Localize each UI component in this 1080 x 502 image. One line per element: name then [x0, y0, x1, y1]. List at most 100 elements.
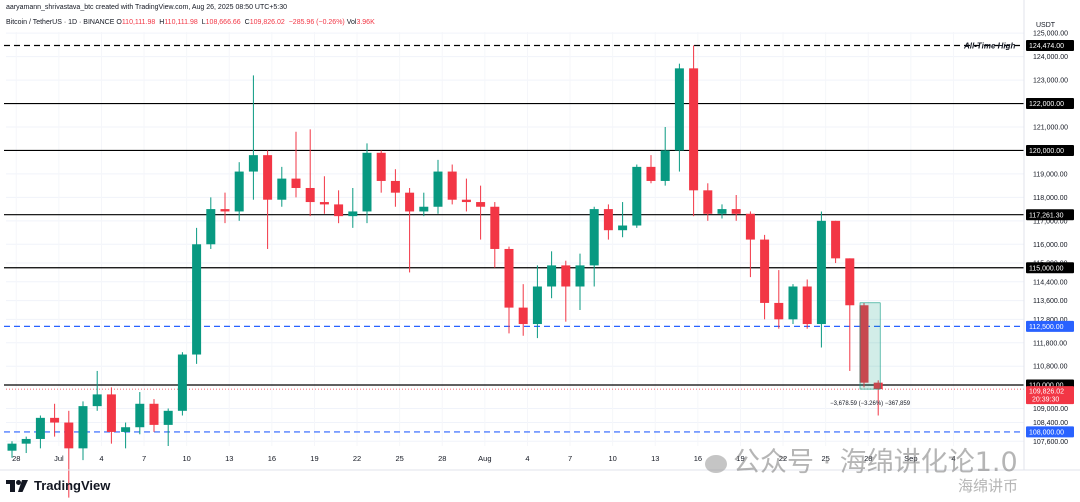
candle-body: [419, 206, 429, 212]
watermark-sub: 海绵讲币: [958, 477, 1019, 495]
low-value: 108,666.66: [205, 19, 241, 26]
tradingview-logo-icon: [6, 479, 28, 492]
x-tick-label: 16: [694, 454, 702, 463]
x-tick-label: 4: [951, 454, 955, 463]
x-tick-label: Sep: [904, 454, 917, 463]
candle-body: [7, 443, 17, 451]
candle-body: [745, 213, 755, 240]
candle-body: [788, 286, 798, 320]
level-price-tag: [1026, 320, 1074, 332]
y-tick-label: 119,000.00: [1033, 171, 1068, 178]
level-price-text: 112,500.00: [1029, 324, 1064, 331]
candle-body: [263, 155, 273, 200]
candle-body: [575, 265, 585, 287]
candle-body: [646, 166, 656, 181]
tradingview-logo[interactable]: TradingView: [6, 478, 110, 493]
level-price-tag: [1026, 262, 1074, 274]
low-label: L: [201, 19, 206, 26]
x-tick-label: 28: [864, 454, 872, 463]
y-tick-label: 112,800.00: [1033, 317, 1068, 324]
level-price-text: 117,261.30: [1029, 212, 1064, 219]
candle-body: [873, 382, 883, 390]
y-tick-label: 114,400.00: [1033, 279, 1068, 286]
level-price-tag: [1026, 426, 1074, 438]
x-tick-label: 10: [608, 454, 616, 463]
candle-body: [760, 239, 770, 303]
x-tick-label: 13: [651, 454, 659, 463]
candle-body: [703, 190, 713, 214]
candle-body: [177, 354, 187, 411]
candle-body: [135, 403, 145, 428]
candle-body: [92, 394, 102, 407]
volume-label: Vol: [346, 19, 357, 26]
all-time-high-label: All-Time High: [963, 42, 1016, 51]
candle-body: [106, 394, 116, 432]
measure-overlay: −3,678.59 (−3.26%) −367,859: [830, 302, 911, 407]
candle-body: [461, 199, 471, 203]
candle-body: [589, 209, 599, 266]
created-by-line: aaryamann_shrivastava_btc created with T…: [6, 4, 288, 11]
candle-body: [291, 178, 301, 188]
x-tick-label: 19: [310, 454, 318, 463]
wechat-icon: [705, 454, 727, 473]
candle-body: [192, 244, 202, 355]
x-tick-label: 13: [225, 454, 233, 463]
ohlc-legend: Bitcoin / TetherUS · 1D · BINANCE O110,1…: [6, 19, 377, 26]
level-price-tag: [1026, 144, 1074, 156]
last-price-value: 109,826.02: [1029, 389, 1064, 396]
candle-body: [660, 150, 670, 181]
candle-body: [277, 178, 287, 200]
price-axis: USDT 107,600.00 108,400.00 109,000.00 110,80…: [1023, 0, 1080, 470]
level-price-tag: [1026, 40, 1074, 52]
candle-body: [149, 403, 159, 425]
candle-body: [532, 286, 542, 325]
level-price-text: 122,000.00: [1029, 101, 1064, 108]
tradingview-logo-text: TradingView: [34, 478, 111, 493]
candle-body: [78, 406, 88, 449]
y-tick-label: 125,000.00: [1033, 31, 1068, 38]
candle-body: [35, 417, 45, 439]
x-tick-label: Jul: [54, 454, 64, 463]
candle-body: [319, 202, 329, 205]
candle-series: [7, 45, 883, 498]
y-tick-label: 108,400.00: [1033, 420, 1068, 427]
x-tick-label: 25: [395, 454, 403, 463]
candle-body: [220, 209, 230, 212]
y-tick-label: 113,600.00: [1033, 298, 1068, 305]
candle-body: [334, 204, 344, 217]
candle-body: [603, 209, 613, 231]
horizontal-levels: All-Time High: [4, 42, 1024, 433]
candle-body: [305, 187, 315, 203]
candle-body: [447, 171, 457, 200]
candle-body: [362, 152, 372, 212]
high-label: H: [159, 19, 165, 26]
candle-body: [248, 155, 258, 172]
candle-body: [390, 180, 400, 193]
last-price-tag: [1026, 386, 1074, 405]
measure-label: −3,678.59 (−3.26%) −367,859: [830, 401, 911, 407]
candle-body: [802, 286, 812, 325]
close-value: 109,826.02: [249, 19, 285, 26]
y-tick-label: 107,600.00: [1033, 439, 1068, 446]
candle-body: [64, 422, 74, 449]
level-price-text: 108,000.00: [1029, 430, 1064, 437]
symbol-name[interactable]: Bitcoin / TetherUS · 1D · BINANCE: [6, 19, 115, 26]
y-tick-label: 109,000.00: [1033, 406, 1068, 413]
level-price-text: 124,474.00: [1029, 43, 1064, 50]
candle-body: [490, 206, 500, 249]
level-price-text: 115,000.00: [1029, 265, 1064, 272]
candle-body: [632, 166, 642, 226]
y-tick-label: 118,000.00: [1033, 195, 1068, 202]
candle-body: [674, 68, 684, 151]
x-tick-label: 28: [12, 454, 20, 463]
y-tick-label: 117,000.00: [1033, 218, 1068, 225]
x-tick-label: 4: [525, 454, 529, 463]
currency-label: USDT: [1036, 22, 1056, 29]
candle-body: [405, 192, 415, 212]
x-tick-label: 22: [779, 454, 787, 463]
candle-body: [689, 68, 699, 191]
x-tick-label: 19: [736, 454, 744, 463]
level-price-text: 120,000.00: [1029, 148, 1064, 155]
y-tick-label: 110,800.00: [1033, 364, 1068, 371]
